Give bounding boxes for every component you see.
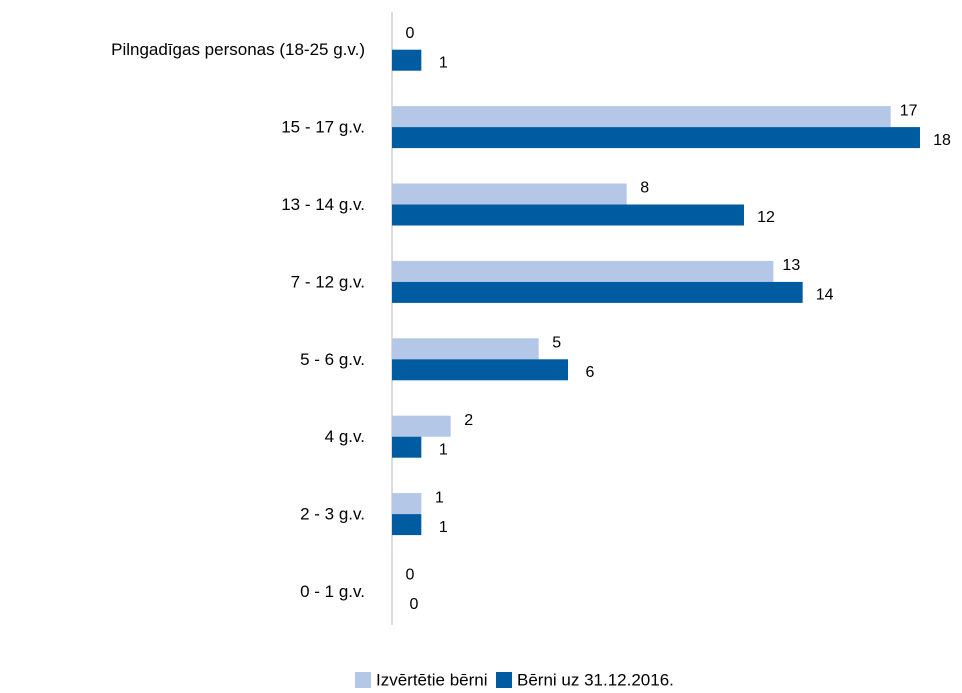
y-tick-label: 13 - 14 g.v.: [281, 195, 365, 214]
data-label: 1: [439, 519, 448, 536]
bar: [392, 281, 803, 303]
bar: [392, 127, 920, 149]
bar: [392, 260, 774, 282]
bar: [392, 493, 422, 515]
y-tick-label: 2 - 3 g.v.: [300, 505, 365, 524]
data-label: 1: [439, 54, 448, 71]
data-label: 17: [900, 102, 918, 119]
bar: [392, 359, 568, 381]
data-label: 1: [435, 489, 444, 506]
bar: [392, 436, 422, 458]
y-tick-label: 15 - 17 g.v.: [281, 118, 365, 137]
bar: [392, 415, 451, 437]
data-label: 6: [586, 364, 595, 381]
legend-swatch: [496, 672, 512, 688]
bar: [392, 204, 744, 226]
bar: [392, 183, 627, 205]
bar: [392, 49, 422, 71]
y-tick-label: Pilngadīgas personas (18-25 g.v.): [111, 40, 365, 59]
y-tick-label: 0 - 1 g.v.: [300, 582, 365, 601]
legend-swatch: [355, 672, 371, 688]
legend-label: Izvērtētie bērni: [376, 670, 488, 689]
y-tick-label: 7 - 12 g.v.: [291, 272, 365, 291]
data-label: 2: [464, 412, 473, 429]
y-tick-label: 5 - 6 g.v.: [300, 350, 365, 369]
data-label: 0: [406, 25, 415, 42]
data-label: 13: [782, 257, 800, 274]
data-label: 5: [552, 335, 561, 352]
bar: [392, 514, 422, 536]
data-label: 8: [640, 180, 649, 197]
data-label: 18: [933, 132, 951, 149]
data-label: 0: [406, 567, 415, 584]
bar: [392, 338, 539, 360]
data-label: 1: [439, 441, 448, 458]
data-label: 14: [816, 287, 834, 304]
y-tick-label: 4 g.v.: [325, 427, 365, 446]
legend-label: Bērni uz 31.12.2016.: [517, 670, 674, 689]
data-label: 12: [757, 209, 775, 226]
data-label: 0: [410, 596, 419, 613]
bar: [392, 106, 891, 128]
